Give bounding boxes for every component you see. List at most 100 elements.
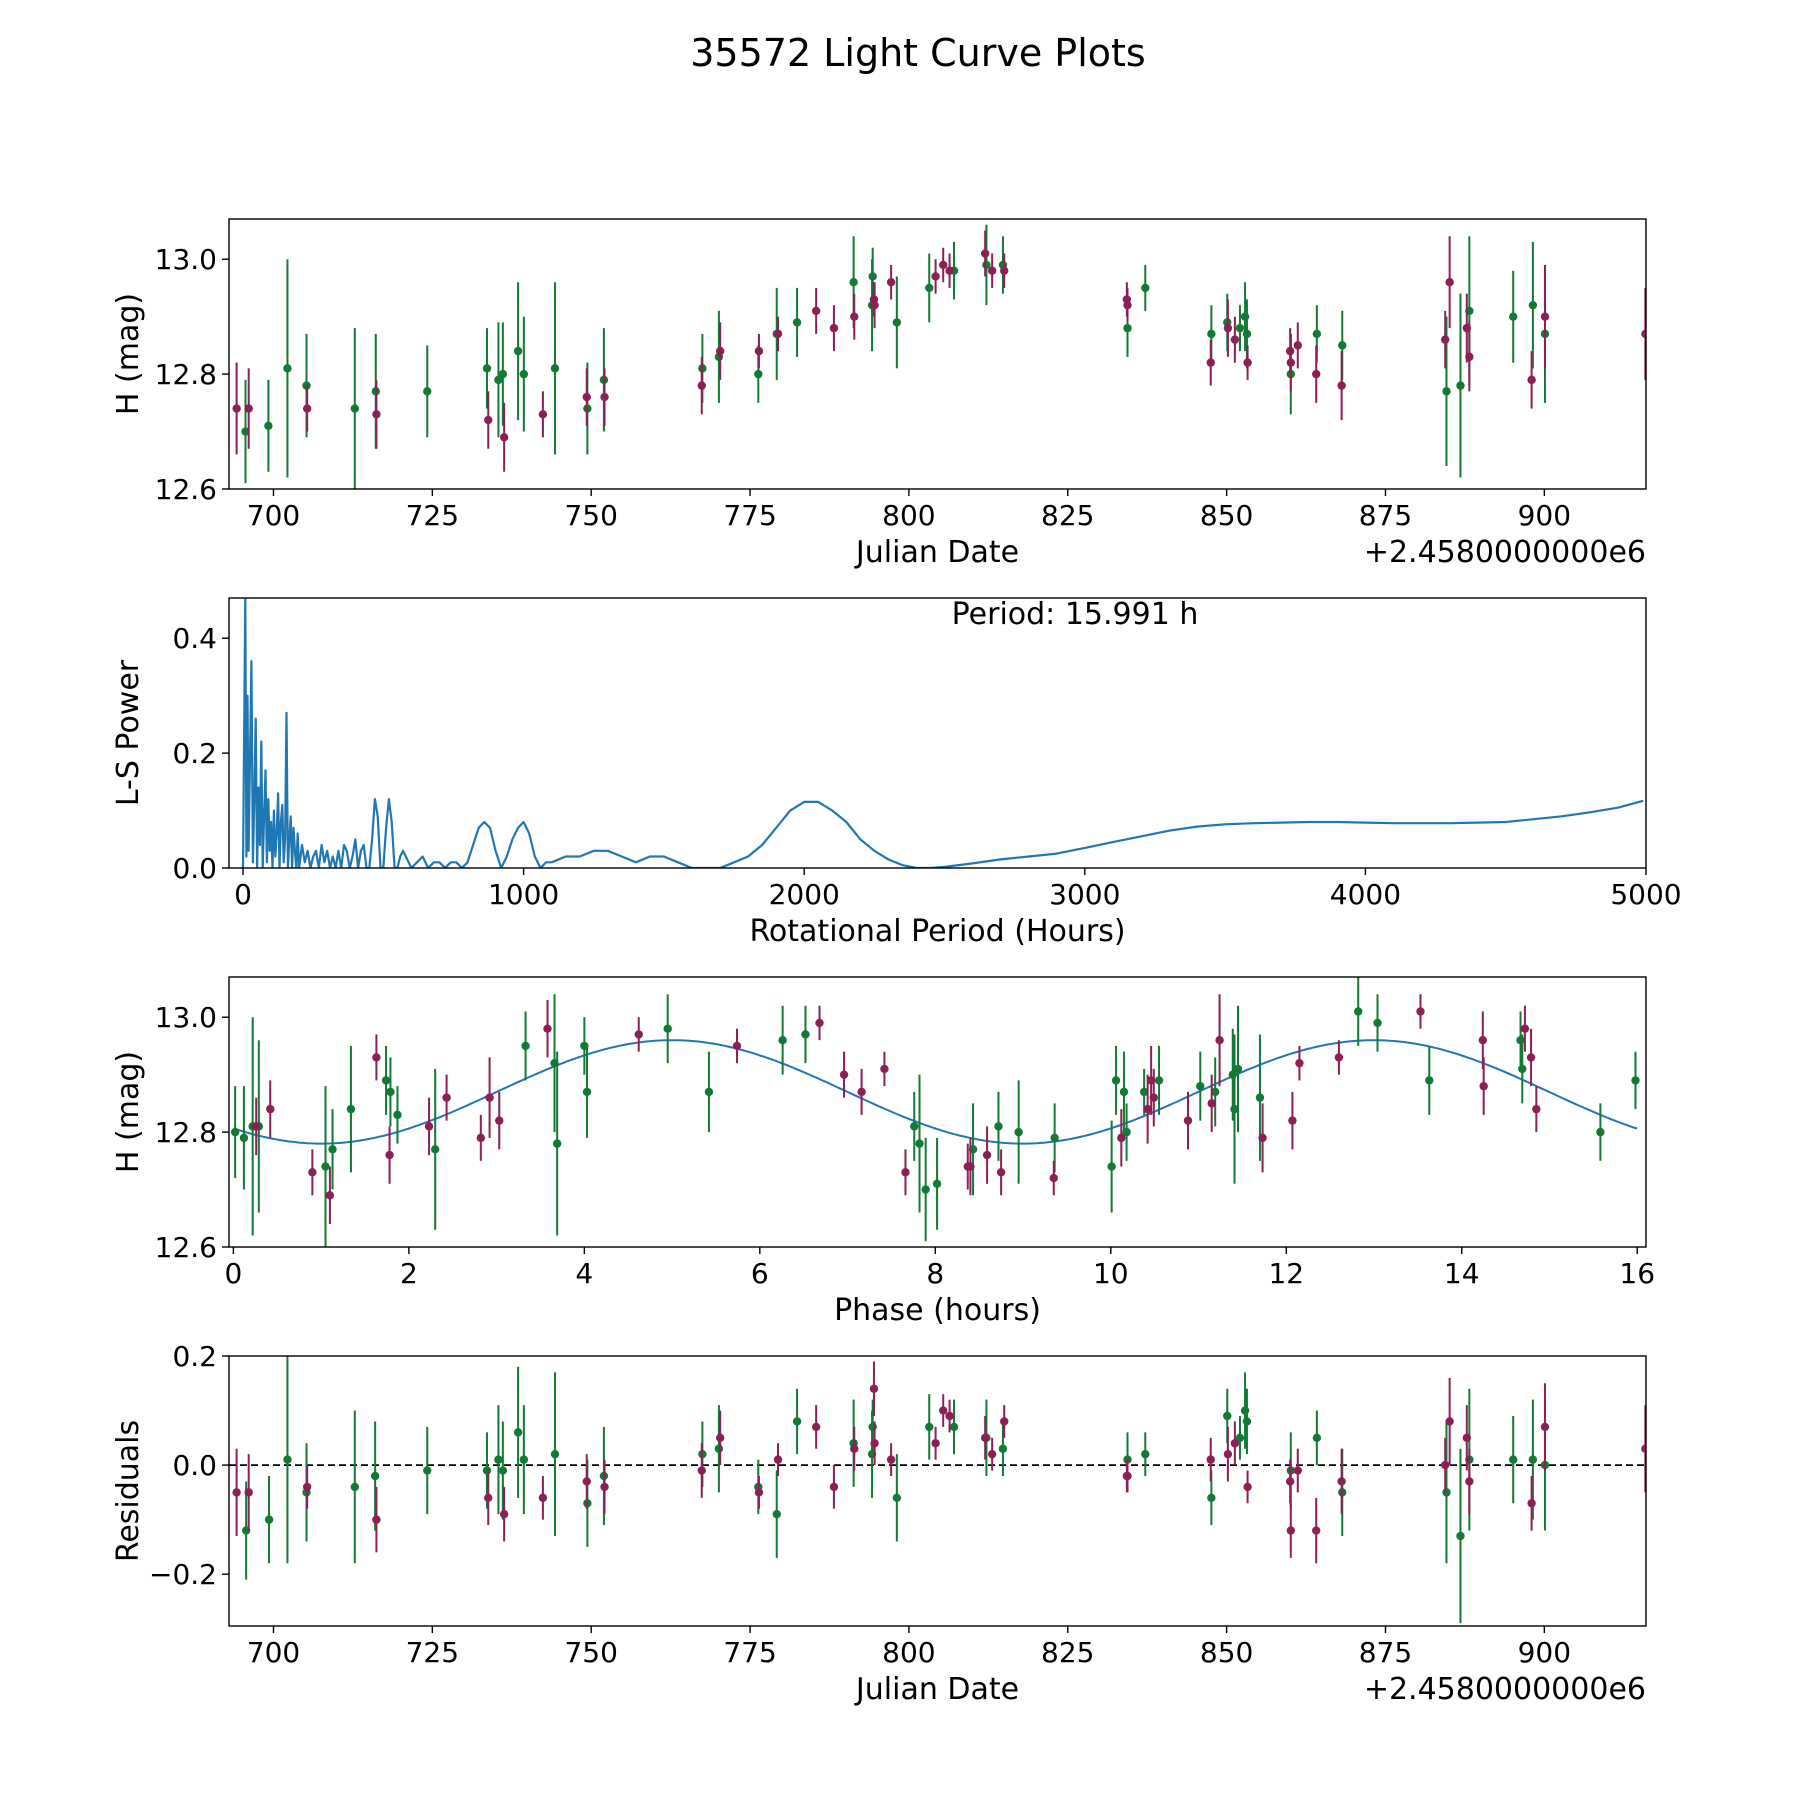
chart-2-green-point (1518, 1064, 1527, 1074)
chart-0-purple-point (850, 312, 859, 321)
chart-3-green-point (998, 1444, 1008, 1453)
chart-1-xlabel: Rotational Period (Hours) (749, 914, 1125, 949)
chart-1-xtick-label: 1000 (488, 878, 559, 911)
chart-3-green-point (370, 1471, 380, 1481)
chart-0-green-point (892, 318, 902, 327)
chart-3-purple-point (244, 1488, 253, 1497)
chart-1-power-line (241, 598, 1644, 868)
chart-3-xtick-label: 850 (1200, 1636, 1253, 1669)
chart-2-purple-point (1520, 1024, 1530, 1033)
chart-2-green-point (932, 1179, 942, 1189)
chart-2-purple-point (857, 1087, 866, 1097)
chart-0-green-point (498, 369, 508, 379)
chart-0-green-point (550, 364, 560, 373)
chart-3-purple-point (715, 1433, 725, 1443)
chart-0-purple-point (1243, 358, 1252, 367)
chart-2-green-point (386, 1087, 395, 1097)
chart-2-xtick-label: 6 (751, 1257, 769, 1290)
chart-3-purple-point (811, 1422, 821, 1432)
chart-1-frame (228, 597, 1647, 869)
chart-0-green-point (849, 277, 858, 287)
chart-2-green-point (1425, 1076, 1434, 1085)
chart-2-purple-point (424, 1122, 434, 1131)
chart-0-purple-point (1337, 381, 1346, 390)
chart-2-purple-point (1479, 1081, 1488, 1091)
chart-2-green-point (1154, 1076, 1164, 1085)
chart-2-purple-point (1215, 1035, 1224, 1045)
chart-0-purple-point (931, 272, 940, 281)
chart-2-green-point (910, 1122, 919, 1131)
chart-3-purple-point (232, 1488, 241, 1497)
chart-3-xtick-label: 875 (1359, 1636, 1412, 1669)
chart-3-green-point (1240, 1406, 1250, 1415)
chart-2-xtick-label: 0 (224, 1257, 242, 1290)
chart-2-ytick-label: 13.0 (155, 1001, 217, 1034)
chart-3-purple-point (1223, 1449, 1233, 1459)
chart-3-purple-point (582, 1477, 591, 1486)
chart-3-purple-point (1243, 1482, 1252, 1492)
chart-2-purple-point (1334, 1053, 1344, 1062)
chart-2-purple-point (1478, 1035, 1488, 1045)
chart-2-xtick-label: 2 (400, 1257, 418, 1290)
chart-2-purple-point (543, 1024, 552, 1033)
chart-3-purple-point (372, 1515, 381, 1524)
chart-3-green-point (283, 1455, 292, 1464)
chart-3-green-point (714, 1444, 724, 1453)
chart-1-xtick-label: 5000 (1610, 878, 1681, 911)
chart-2-green-point (239, 1133, 249, 1143)
chart-3-purple-point (945, 1411, 954, 1421)
chart-2-xtick-label: 8 (926, 1257, 944, 1290)
chart-3-green-point (1207, 1493, 1216, 1503)
chart-1-xtick-label: 3000 (1049, 878, 1120, 911)
chart-2-purple-point (966, 1162, 975, 1171)
chart-3-ytick-label: −0.2 (149, 1558, 217, 1591)
chart-2-xtick-label: 4 (575, 1257, 593, 1290)
chart-3-purple-point (1527, 1499, 1536, 1508)
chart-1-plot-area (241, 598, 1644, 868)
chart-2-purple-point (1295, 1058, 1304, 1068)
chart-0-purple-point (1641, 329, 1646, 339)
chart-0-purple-point (1445, 277, 1454, 287)
chart-3-purple-point (1230, 1439, 1240, 1448)
chart-2-purple-point (1288, 1116, 1297, 1125)
chart-0-green-point (494, 375, 503, 385)
chart-1-period-annotation: Period: 15.991 h (952, 597, 1199, 632)
chart-3-purple-point (1445, 1417, 1454, 1426)
chart-0-green-point (241, 427, 250, 436)
chart-2-green-point (994, 1122, 1003, 1131)
chart-0-purple-point (538, 410, 548, 419)
chart-2-green-point (778, 1035, 787, 1045)
chart-2-purple-point (251, 1122, 261, 1131)
chart-3-purple-point (1000, 1417, 1009, 1426)
chart-3-xtick-label: 750 (564, 1636, 617, 1669)
chart-2-purple-point (485, 1093, 494, 1102)
chart-2-green-point (1119, 1087, 1129, 1097)
chart-0-green-point (1141, 283, 1150, 293)
chart-2-purple-point (385, 1150, 394, 1160)
chart-3-green-point (925, 1422, 934, 1432)
chart-2-purple-point (372, 1053, 381, 1062)
chart-2-green-point (663, 1024, 672, 1033)
chart-2-green-point (552, 1139, 562, 1148)
chart-0-purple-point (945, 266, 954, 275)
chart-2-green-point (801, 1030, 810, 1039)
chart-0-green-point (482, 364, 492, 373)
chart-3-xtick-label: 700 (247, 1636, 300, 1669)
chart-2-green-point (1139, 1087, 1149, 1097)
chart-3-green-point (792, 1417, 802, 1426)
chart-0-purple-point (886, 277, 896, 287)
chart-2-green-point (1014, 1127, 1023, 1137)
chart-0-purple-point (1293, 341, 1302, 350)
chart-3-plot-area (229, 1356, 1646, 1624)
chart-3-purple-point (484, 1493, 493, 1503)
chart-0-xtick-label: 700 (247, 499, 300, 532)
chart-2-green-point (1373, 1018, 1382, 1028)
chart-0-purple-point (1206, 358, 1215, 367)
chart-3-green-point (482, 1466, 492, 1475)
chart-2-green-point (521, 1041, 530, 1051)
chart-3-x-offset-label: +2.4580000000e6 (1364, 1672, 1646, 1707)
chart-2-green-point (915, 1139, 924, 1148)
chart-0-purple-point (870, 300, 879, 310)
chart-3-green-point (1223, 1411, 1232, 1421)
chart-3-xtick-label: 800 (882, 1636, 935, 1669)
